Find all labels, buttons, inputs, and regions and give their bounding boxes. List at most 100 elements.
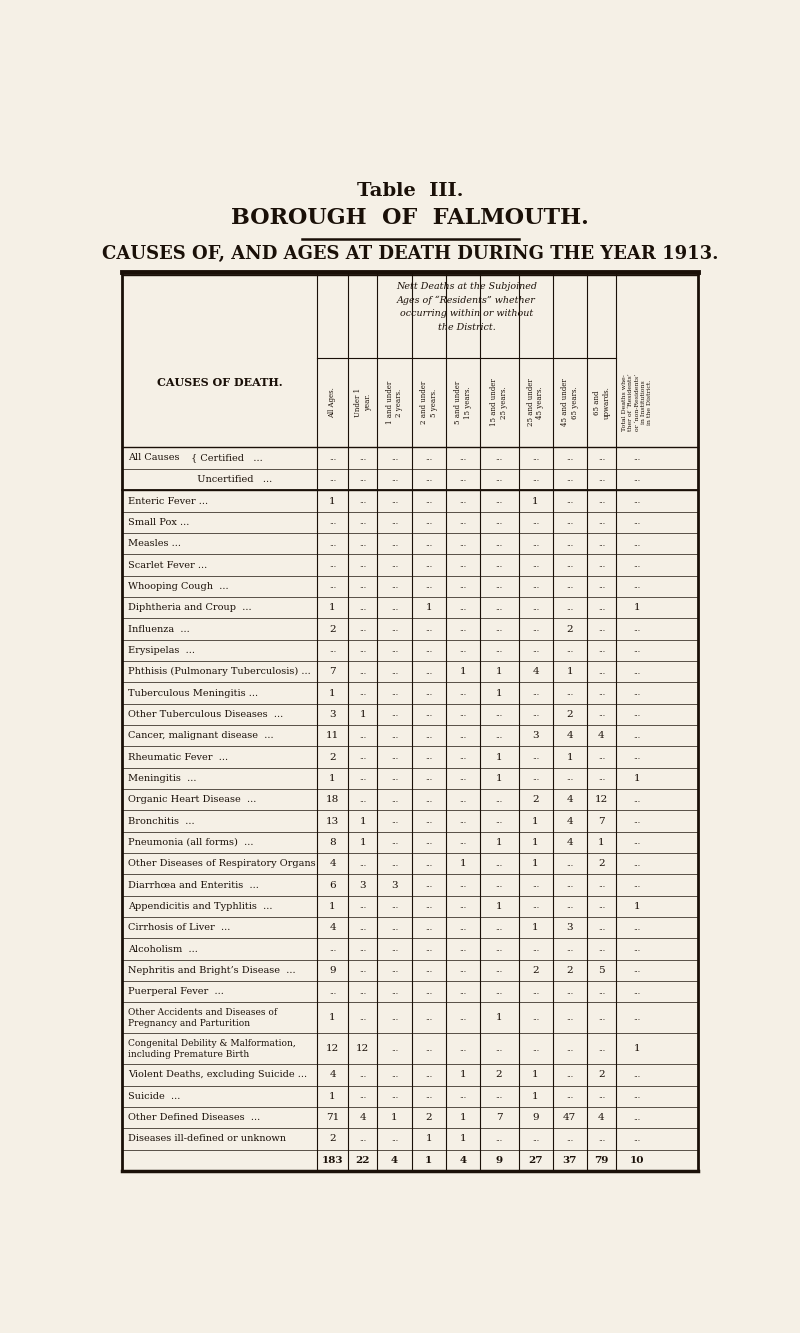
Text: ...: ... xyxy=(391,583,398,591)
Text: ...: ... xyxy=(425,583,432,591)
Text: ...: ... xyxy=(598,604,605,612)
Text: ...: ... xyxy=(598,497,605,505)
Text: ...: ... xyxy=(359,668,366,676)
Text: 1: 1 xyxy=(496,753,502,761)
Text: ...: ... xyxy=(495,561,502,569)
Text: 183: 183 xyxy=(322,1156,343,1165)
Text: ...: ... xyxy=(634,540,641,548)
Text: ...: ... xyxy=(425,453,432,461)
Text: including Premature Birth: including Premature Birth xyxy=(128,1050,249,1058)
Text: ...: ... xyxy=(566,1070,574,1078)
Text: ...: ... xyxy=(634,796,641,804)
Text: ...: ... xyxy=(359,497,366,505)
Text: 4: 4 xyxy=(532,668,539,676)
Text: ...: ... xyxy=(459,625,466,633)
Text: ...: ... xyxy=(598,647,605,655)
Text: ...: ... xyxy=(634,838,641,846)
Text: 1: 1 xyxy=(496,1013,502,1022)
Text: Meningitis  ...: Meningitis ... xyxy=(128,774,197,782)
Text: 1: 1 xyxy=(634,604,640,612)
Text: 1: 1 xyxy=(426,604,432,612)
Text: ...: ... xyxy=(391,561,398,569)
Text: 2: 2 xyxy=(329,1134,336,1144)
Text: ...: ... xyxy=(425,817,432,825)
Text: ...: ... xyxy=(391,838,398,846)
Text: 3: 3 xyxy=(532,732,539,740)
Text: ...: ... xyxy=(425,753,432,761)
Text: ...: ... xyxy=(532,1045,539,1053)
Text: 9: 9 xyxy=(329,966,336,974)
Text: 2 and under
5 years.: 2 and under 5 years. xyxy=(420,381,438,424)
Text: ...: ... xyxy=(359,625,366,633)
Text: ...: ... xyxy=(566,561,574,569)
Text: Nett Deaths at the Subjoined
Ages of “Residents” whether
occurring within or wit: Nett Deaths at the Subjoined Ages of “Re… xyxy=(396,281,537,332)
Text: ...: ... xyxy=(329,561,336,569)
Text: ...: ... xyxy=(425,796,432,804)
Text: 2: 2 xyxy=(496,1070,502,1080)
Text: ...: ... xyxy=(391,540,398,548)
Text: 37: 37 xyxy=(562,1156,577,1165)
Text: 7: 7 xyxy=(329,668,336,676)
Text: ...: ... xyxy=(459,1092,466,1100)
Text: ...: ... xyxy=(359,988,366,996)
Text: ...: ... xyxy=(391,710,398,718)
Text: ...: ... xyxy=(634,561,641,569)
Text: ...: ... xyxy=(598,475,605,483)
Text: ...: ... xyxy=(566,881,574,889)
Text: ...: ... xyxy=(634,453,641,461)
Text: ...: ... xyxy=(566,1134,574,1142)
Text: ...: ... xyxy=(495,1092,502,1100)
Text: ...: ... xyxy=(532,988,539,996)
Text: Other Diseases of Respiratory Organs: Other Diseases of Respiratory Organs xyxy=(128,860,315,868)
Text: ...: ... xyxy=(598,583,605,591)
Text: Organic Heart Disease  ...: Organic Heart Disease ... xyxy=(128,796,256,804)
Text: ...: ... xyxy=(425,838,432,846)
Text: ...: ... xyxy=(634,689,641,697)
Text: Under 1
year.: Under 1 year. xyxy=(354,388,372,417)
Text: ...: ... xyxy=(598,710,605,718)
Text: ...: ... xyxy=(359,647,366,655)
Text: 1: 1 xyxy=(329,604,336,612)
Text: ...: ... xyxy=(634,519,641,527)
Text: ...: ... xyxy=(391,1134,398,1142)
Text: Cirrhosis of Liver  ...: Cirrhosis of Liver ... xyxy=(128,924,230,932)
Text: 1: 1 xyxy=(532,838,539,846)
Text: ...: ... xyxy=(391,604,398,612)
Text: ...: ... xyxy=(425,689,432,697)
Text: CAUSES OF DEATH.: CAUSES OF DEATH. xyxy=(157,377,282,388)
Text: ...: ... xyxy=(598,924,605,932)
Text: ...: ... xyxy=(391,689,398,697)
Text: ...: ... xyxy=(598,561,605,569)
Text: 12: 12 xyxy=(326,1044,339,1053)
Text: ...: ... xyxy=(329,988,336,996)
Text: ...: ... xyxy=(532,561,539,569)
Text: ...: ... xyxy=(495,519,502,527)
Text: ...: ... xyxy=(329,453,336,461)
Text: ...: ... xyxy=(359,1070,366,1078)
Text: ...: ... xyxy=(391,1070,398,1078)
Text: ...: ... xyxy=(459,689,466,697)
Text: ...: ... xyxy=(459,796,466,804)
Text: ...: ... xyxy=(598,625,605,633)
Text: 47: 47 xyxy=(563,1113,576,1122)
Text: ...: ... xyxy=(532,902,539,910)
Text: ...: ... xyxy=(359,1092,366,1100)
Text: ...: ... xyxy=(495,625,502,633)
Text: ...: ... xyxy=(634,732,641,740)
Text: ...: ... xyxy=(425,924,432,932)
Text: 4: 4 xyxy=(566,817,573,825)
Text: 2: 2 xyxy=(566,625,573,633)
Text: ...: ... xyxy=(598,753,605,761)
Text: ...: ... xyxy=(495,475,502,483)
Text: 4: 4 xyxy=(329,860,336,868)
Text: 1: 1 xyxy=(532,496,539,505)
Text: ...: ... xyxy=(459,881,466,889)
Text: ...: ... xyxy=(495,1045,502,1053)
Text: ...: ... xyxy=(495,945,502,953)
Text: ...: ... xyxy=(598,1014,605,1022)
Text: ...: ... xyxy=(391,1014,398,1022)
Text: Appendicitis and Typhlitis  ...: Appendicitis and Typhlitis ... xyxy=(128,902,272,910)
Text: ...: ... xyxy=(359,561,366,569)
Text: 1: 1 xyxy=(496,902,502,910)
Text: ...: ... xyxy=(598,881,605,889)
